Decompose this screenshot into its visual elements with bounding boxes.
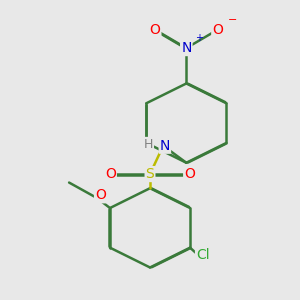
Text: N: N xyxy=(181,41,191,55)
Text: −: − xyxy=(228,15,237,25)
Text: +: + xyxy=(195,33,203,43)
Text: S: S xyxy=(146,167,154,181)
Text: O: O xyxy=(212,23,223,37)
Text: O: O xyxy=(184,167,195,181)
Text: O: O xyxy=(149,23,161,37)
Text: O: O xyxy=(95,188,106,202)
Text: O: O xyxy=(105,167,116,181)
Text: N: N xyxy=(160,139,170,153)
Text: H: H xyxy=(144,138,153,151)
Text: Cl: Cl xyxy=(196,248,210,262)
